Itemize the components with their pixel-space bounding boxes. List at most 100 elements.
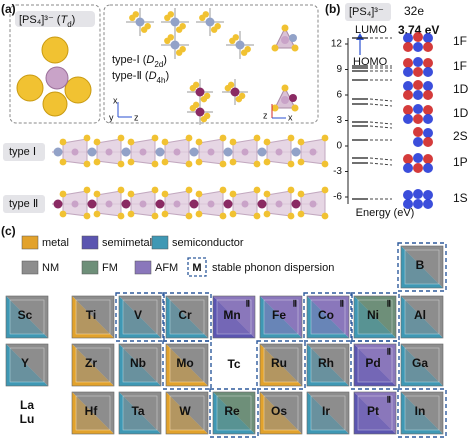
sulfur-atom	[93, 138, 101, 146]
metal-atom	[189, 147, 199, 157]
orbital-lobe	[413, 199, 423, 209]
element-symbol: Ta	[131, 404, 144, 418]
sulfur-atom	[232, 34, 239, 41]
label-bg	[345, 3, 391, 21]
element-symbol: Ti	[86, 308, 96, 322]
tile-inner	[122, 395, 158, 431]
sulfur-atom	[117, 160, 125, 168]
tile-border	[165, 391, 209, 435]
element-symbol: Ir	[322, 404, 330, 418]
orbital-lobe	[423, 128, 433, 138]
tile-inner	[216, 395, 252, 431]
orbital-lobe	[403, 58, 413, 68]
phosphorus-atom	[173, 200, 181, 208]
metal-atom	[257, 147, 267, 157]
label-part: D	[146, 54, 154, 66]
element-symbol: Os	[271, 404, 287, 418]
tile-inner	[404, 249, 440, 285]
phonon-box	[303, 292, 353, 342]
sulfur-atom	[271, 104, 279, 112]
metal-atom	[291, 199, 301, 209]
metal-atom	[121, 199, 131, 209]
element-symbol: Ga	[412, 356, 428, 370]
phosphorus-atom	[275, 148, 283, 156]
phosphorus-atom	[309, 200, 317, 208]
tile-border	[353, 391, 397, 435]
homo-label: HOMO	[353, 56, 388, 68]
element-symbol: Nb	[130, 356, 146, 370]
legend-swatch	[81, 235, 99, 250]
sulfur-atom	[200, 95, 208, 103]
tile-border	[71, 391, 115, 435]
tile-border	[259, 343, 303, 387]
sulfur-atom	[263, 158, 271, 166]
sulfur-atom	[151, 134, 159, 142]
type1-label: type-Ⅰ (D2d)	[112, 54, 167, 69]
phonon-box	[162, 340, 212, 390]
orbital-lobe	[403, 105, 413, 115]
sulfur-atom	[192, 81, 200, 89]
orbital-lobe	[413, 114, 423, 124]
sulfur-atom	[321, 134, 329, 142]
tile-inner	[75, 347, 111, 383]
phosphorus-atom	[139, 148, 147, 156]
sulfur-atom	[176, 26, 183, 33]
tile-inner	[169, 347, 205, 383]
phosphorus-atom	[45, 66, 69, 90]
level-connector	[369, 121, 393, 125]
orbital-label: 1S	[453, 191, 468, 205]
phosphorus-atom	[105, 200, 113, 208]
sulfur-atom	[59, 190, 67, 198]
legend-swatch	[151, 235, 169, 250]
axis-label: z	[134, 112, 139, 122]
level-connector	[369, 162, 393, 166]
sulfur-atom	[167, 34, 174, 41]
tile-border	[400, 295, 444, 339]
chain-label: type Ⅰ	[9, 146, 36, 158]
sulfur-atom	[93, 158, 101, 166]
orbital-lobe	[423, 67, 433, 77]
y-tick-label: 9	[336, 64, 342, 75]
orbital-label: 1P	[453, 155, 468, 169]
tile-border	[165, 343, 209, 387]
phonon-box	[397, 388, 447, 438]
sulfur-atom	[219, 134, 227, 142]
element-symbol: Fe	[272, 308, 286, 322]
orbital-lobe	[423, 114, 433, 124]
phosphorus-atom	[139, 200, 147, 208]
tile-inner	[263, 347, 299, 383]
electron-count: 32e	[404, 4, 424, 18]
element-symbol: Lu	[20, 412, 35, 426]
sulfur-atom	[321, 160, 329, 168]
label-part: )	[165, 70, 169, 82]
tile-inner	[9, 299, 45, 335]
phonon-box	[209, 388, 259, 438]
sulfur-atom	[263, 210, 271, 218]
level-connector	[369, 125, 393, 129]
tile-inner	[310, 347, 346, 383]
orbital-lobe	[423, 199, 433, 209]
orbital-lobe	[413, 42, 423, 52]
element-symbol: Tc	[227, 357, 240, 371]
sulfur-atom	[185, 134, 193, 142]
sulfur-atom	[229, 138, 237, 146]
element-symbol: Mo	[176, 356, 193, 370]
orbital-lobe	[413, 153, 423, 163]
tile-inner	[310, 299, 346, 335]
label-part: type-Ⅰ (	[112, 54, 147, 66]
sulfur-atom	[151, 212, 159, 220]
tile-inner	[122, 347, 158, 383]
tile-inner	[404, 395, 440, 431]
tile-inner	[357, 395, 393, 431]
sulfur-atom	[200, 115, 208, 123]
orbital-lobe	[413, 137, 423, 147]
element-symbol: Co	[318, 308, 334, 322]
tile-border	[5, 295, 49, 339]
element-symbol: Y	[21, 356, 29, 370]
sulfur-atom	[127, 158, 135, 166]
tile-border	[400, 343, 444, 387]
element-symbol: Zr	[85, 356, 97, 370]
sulfur-atom	[59, 138, 67, 146]
sulfur-atom	[195, 158, 203, 166]
